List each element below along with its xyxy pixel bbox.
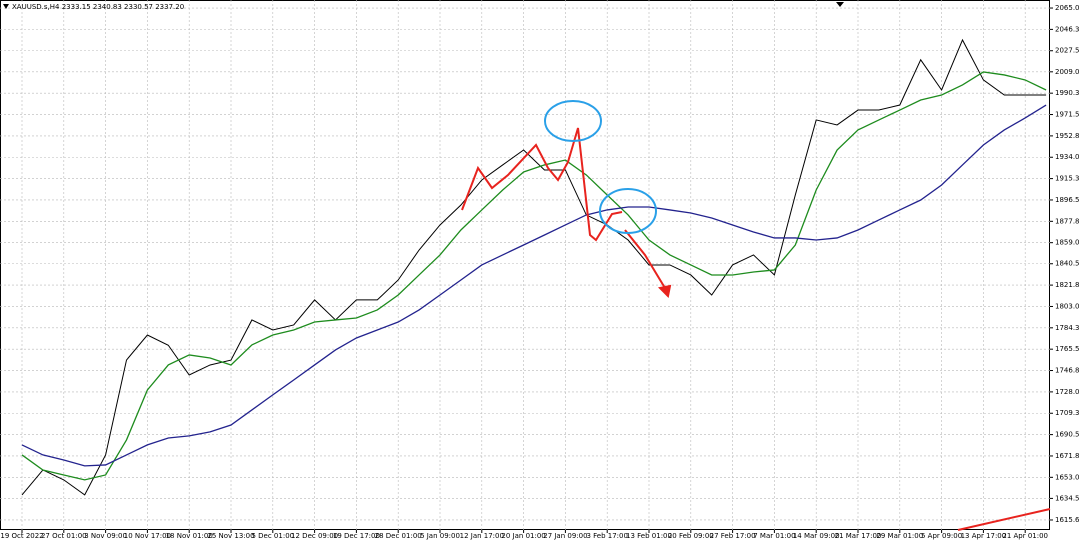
y-tick-label: 1915.30 — [1055, 175, 1080, 183]
y-tick-label: 1671.80 — [1055, 452, 1080, 460]
x-tick-label: 29 Mar 01:00 — [876, 532, 923, 540]
shift-marker — [836, 2, 844, 7]
x-tick-label: 5 Jan 09:00 — [420, 532, 460, 540]
x-tick-label: 7 Mar 01:00 — [753, 532, 795, 540]
y-tick-label: 2046.30 — [1055, 25, 1080, 33]
moving-average — [21, 104, 1047, 467]
highlight-circle — [544, 100, 602, 142]
y-tick-label: 1634.55 — [1055, 494, 1080, 502]
x-tick-label: 20 Feb 09:00 — [668, 532, 714, 540]
x-tick-label: 13 Apr 17:00 — [961, 532, 1007, 540]
x-tick-label: 3 Feb 17:00 — [586, 532, 627, 540]
x-tick-label: 5 Dec 01:00 — [251, 532, 294, 540]
y-tick-label: 1765.55 — [1055, 345, 1080, 353]
x-tick-label: 27 Oct 01:00 — [41, 532, 87, 540]
y-tick-label: 1709.30 — [1055, 409, 1080, 417]
x-tick-label: 25 Nov 13:00 — [207, 532, 254, 540]
x-tick-label: 13 Feb 01:00 — [626, 532, 672, 540]
symbol-marker — [3, 4, 9, 9]
x-tick-label: 21 Mar 17:00 — [835, 532, 882, 540]
y-tick-label: 1859.05 — [1055, 239, 1080, 247]
x-tick-label: 27 Jan 09:00 — [543, 532, 587, 540]
y-tick-label: 1990.30 — [1055, 89, 1080, 97]
y-tick-label: 1690.55 — [1055, 431, 1080, 439]
y-tick-label: 1877.80 — [1055, 217, 1080, 225]
x-tick-label: 19 Dec 17:00 — [333, 532, 380, 540]
y-tick-label: 1840.55 — [1055, 260, 1080, 268]
highlight-circle — [599, 188, 657, 234]
y-tick-label: 1653.05 — [1055, 473, 1080, 481]
y-tick-label: 1784.30 — [1055, 324, 1080, 332]
moving-average — [21, 71, 1047, 481]
x-tick-label: 3 Nov 09:00 — [84, 532, 127, 540]
x-tick-label: 20 Jan 01:00 — [501, 532, 545, 540]
y-tick-label: 2009.05 — [1055, 68, 1080, 76]
y-tick-label: 1952.80 — [1055, 132, 1080, 140]
x-tick-label: 5 Apr 09:00 — [921, 532, 962, 540]
y-tick-label: 1803.05 — [1055, 302, 1080, 310]
y-tick-label: 1934.05 — [1055, 153, 1080, 161]
plot-frame — [0, 0, 1050, 530]
x-tick-label: 10 Nov 17:00 — [124, 532, 171, 540]
x-tick-label: 14 Mar 09:00 — [793, 532, 840, 540]
x-tick-label: 27 Feb 17:00 — [710, 532, 756, 540]
red-arrow-path — [624, 229, 669, 294]
x-tick-label: 12 Dec 09:00 — [291, 532, 338, 540]
red-arrow-path — [461, 127, 623, 242]
y-tick-label: 1896.55 — [1055, 196, 1080, 204]
arrow-head — [657, 284, 672, 299]
price-line — [21, 38, 1047, 496]
x-tick-label: 21 Apr 01:00 — [1002, 532, 1048, 540]
x-tick-label: 18 Nov 01:00 — [166, 532, 213, 540]
y-tick-label: 1971.55 — [1055, 111, 1080, 119]
y-tick-label: 1615.60 — [1055, 516, 1080, 524]
annotations — [461, 127, 1051, 531]
y-tick-label: 1728.05 — [1055, 388, 1080, 396]
y-tick-label: 2065.05 — [1055, 4, 1080, 12]
trend-line — [957, 508, 1051, 531]
y-tick-label: 2027.55 — [1055, 47, 1080, 55]
x-tick-label: 28 Dec 01:00 — [375, 532, 422, 540]
x-tick-label: 19 Oct 2022 — [0, 532, 43, 540]
x-tick-label: 12 Jan 17:00 — [460, 532, 504, 540]
chart-title: XAUUSD.s,H4 2333.15 2340.83 2330.57 2337… — [12, 3, 184, 11]
y-tick-label: 1821.80 — [1055, 281, 1080, 289]
y-tick-label: 1746.80 — [1055, 367, 1080, 375]
